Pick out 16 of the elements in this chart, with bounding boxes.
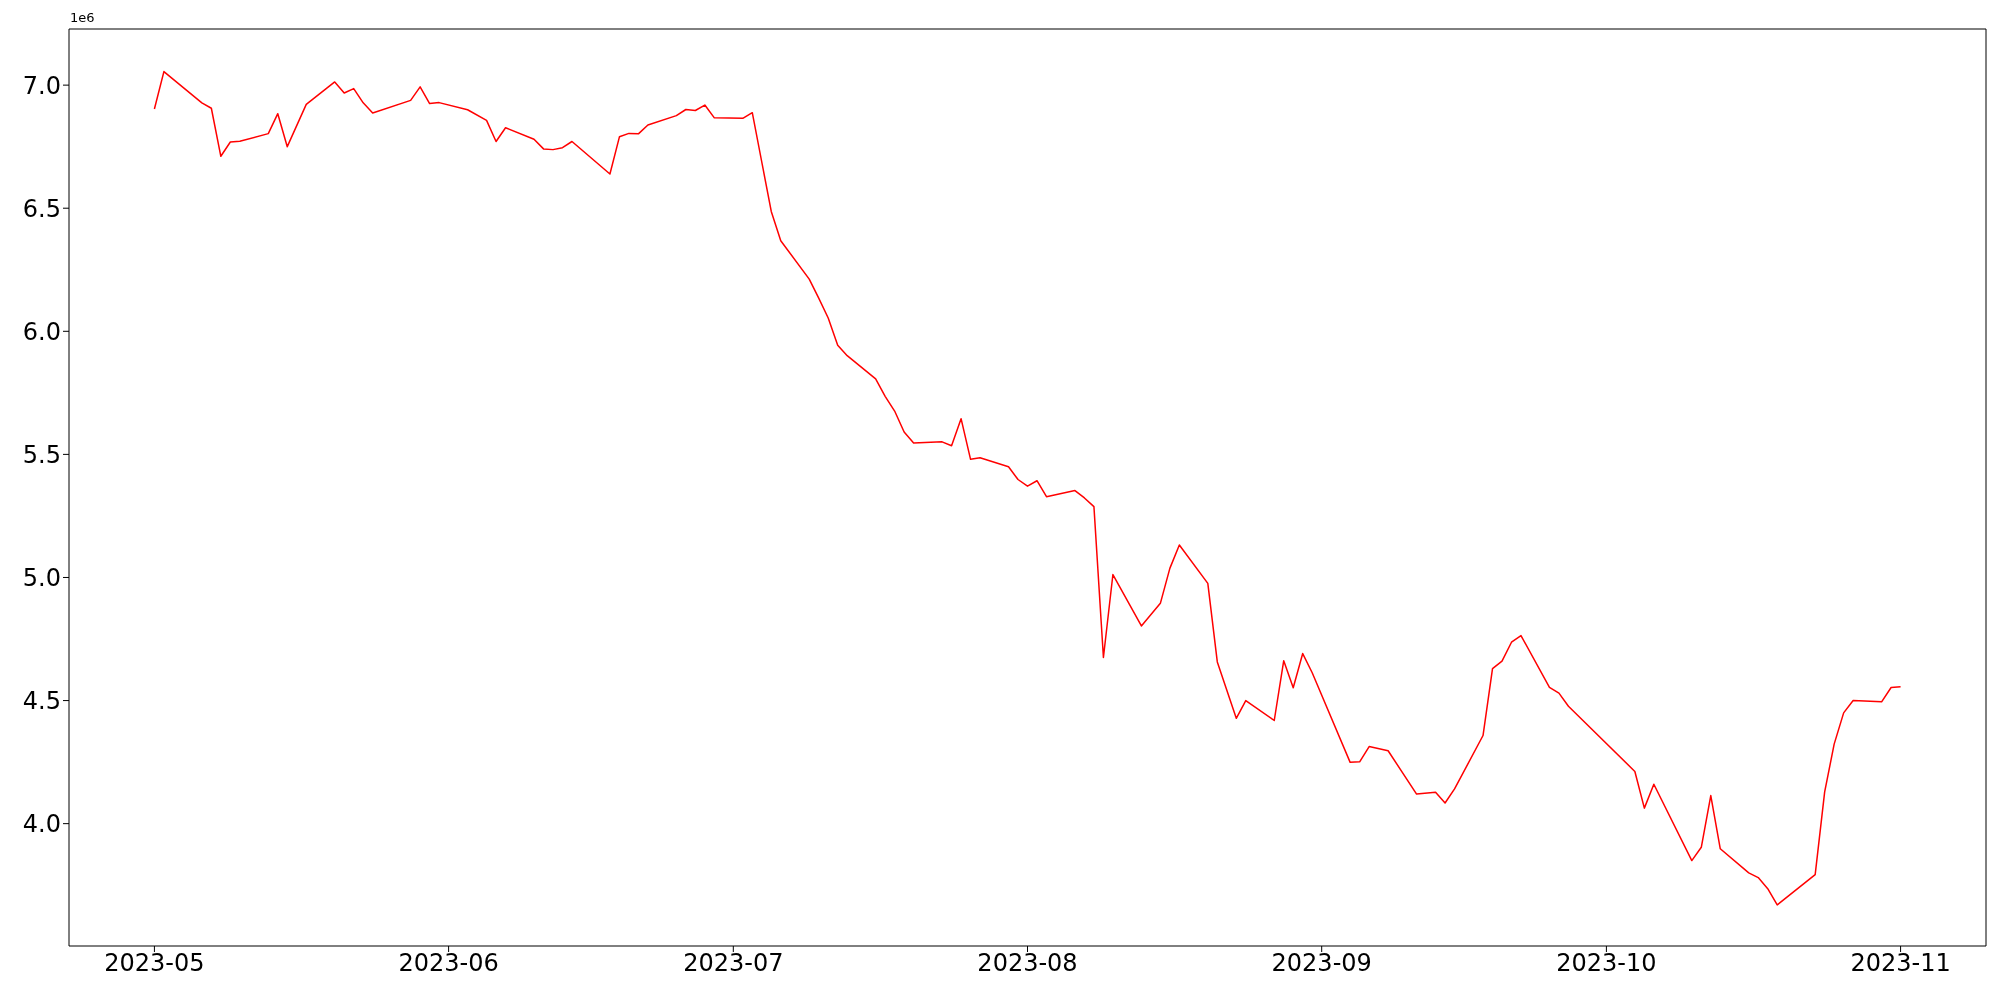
- x-tick-label: 2023-09: [1271, 949, 1372, 978]
- x-tick-label: 2023-07: [683, 949, 784, 978]
- y-tick-label: 7.0: [22, 71, 61, 100]
- line-series: [153, 70, 1902, 906]
- y-tick-label: 4.0: [22, 810, 61, 839]
- y-tick-label: 4.5: [22, 687, 61, 716]
- x-tick-label: 2023-11: [1850, 949, 1951, 978]
- y-tick-label: 6.5: [22, 194, 61, 223]
- text: 1e6: [70, 10, 95, 26]
- x-tick-label: 2023-08: [977, 949, 1078, 978]
- y-tick-label: 6.0: [22, 317, 61, 346]
- y-tick-label: 5.0: [22, 564, 61, 592]
- x-tick-label: 2023-06: [398, 949, 499, 978]
- y-tick-label: 5.5: [22, 440, 61, 469]
- x-tick-label: 2023-10: [1556, 949, 1657, 978]
- x-tick-label: 2023-05: [104, 949, 205, 978]
